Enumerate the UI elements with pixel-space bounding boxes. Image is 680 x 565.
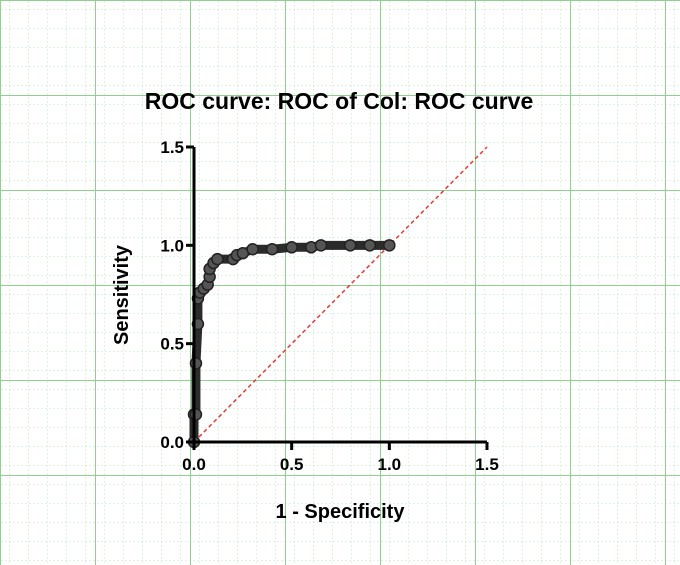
y-tick-label: 1.0 xyxy=(160,236,184,255)
y-tick-label: 1.5 xyxy=(160,138,184,157)
roc-point xyxy=(265,243,279,256)
y-axis-ticks: 0.0 0.5 1.0 1.5 xyxy=(160,138,194,452)
x-tick-label: 1.0 xyxy=(378,455,402,474)
x-tick-label: 0.0 xyxy=(182,455,206,474)
roc-point xyxy=(189,357,203,370)
roc-point xyxy=(211,252,224,266)
roc-point xyxy=(383,239,396,252)
roc-point xyxy=(344,239,357,252)
roc-point xyxy=(363,239,377,252)
reference-diagonal-line xyxy=(193,146,488,443)
y-tick-label: 0.5 xyxy=(160,335,184,354)
x-axis-ticks: 0.0 0.5 1.0 1.5 xyxy=(182,442,499,474)
roc-point xyxy=(189,408,203,421)
y-tick-label: 0.0 xyxy=(160,433,184,452)
roc-point xyxy=(314,239,328,252)
roc-point xyxy=(246,243,259,256)
x-tick-label: 0.5 xyxy=(280,455,304,474)
roc-point xyxy=(285,241,298,254)
x-tick-label: 1.5 xyxy=(475,455,499,474)
roc-curve-line xyxy=(189,240,394,447)
y-axis-label: Sensitivity xyxy=(111,244,133,345)
plot-area xyxy=(187,146,488,449)
x-axis-label: 1 - Specificity xyxy=(276,501,406,523)
chart-title: ROC curve: ROC of Col: ROC curve xyxy=(145,88,534,114)
